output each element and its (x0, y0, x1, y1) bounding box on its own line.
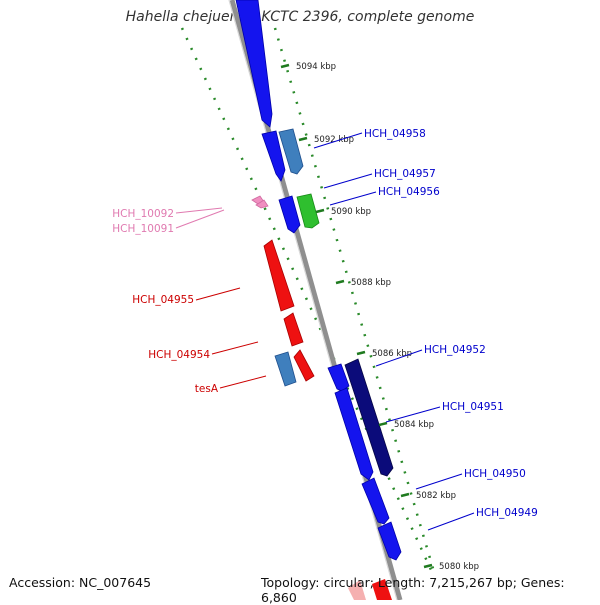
gene-hch04955[interactable] (263, 239, 295, 312)
label-hch04957[interactable]: HCH_04957 (374, 168, 436, 180)
outer-tick-ring (180, 27, 434, 573)
gene-hch10091[interactable] (255, 199, 269, 209)
kbp-tick (315, 208, 325, 214)
label-hch04951[interactable]: HCH_04951 (442, 401, 504, 413)
kbp-tick-label: 5086 kbp (372, 349, 412, 359)
leader-hch04957 (323, 173, 373, 189)
label-hch04955[interactable]: HCH_04955 (132, 294, 194, 306)
leader-tesa (219, 375, 267, 389)
kbp-tick-label: 5090 kbp (331, 207, 371, 217)
gene-red-small[interactable] (293, 349, 315, 382)
label-hch04952[interactable]: HCH_04952 (424, 344, 486, 356)
leader-hch04954 (211, 341, 259, 355)
gene-faded-bottom (348, 580, 366, 600)
gene-hch04951[interactable] (334, 387, 374, 481)
gene-hch04954[interactable] (283, 312, 304, 347)
leader-hch10091 (175, 209, 225, 229)
leader-hch04952 (375, 349, 423, 367)
label-hch04958[interactable]: HCH_04958 (364, 128, 426, 140)
inner-tick-ring (273, 27, 436, 573)
label-hch10091[interactable]: HCH_10091 (112, 223, 174, 235)
gene-green-feature[interactable] (296, 193, 320, 229)
backbone-highlight (228, 0, 398, 600)
gene-tesa[interactable] (274, 351, 297, 387)
kbp-tick-label: 5088 kbp (351, 278, 391, 288)
kbp-ticks: 5094 kbp 5092 kbp 5090 kbp 5088 kbp 5086 kbp… (280, 62, 479, 572)
leader-hch04951 (385, 406, 441, 423)
label-hch04956[interactable]: HCH_04956 (378, 186, 440, 198)
gene-hch04956[interactable] (278, 195, 301, 234)
kbp-tick (400, 492, 410, 498)
kbp-tick (335, 279, 345, 285)
leader-hch04950 (415, 473, 463, 490)
leader-hch04958 (313, 132, 363, 149)
topology-text: Topology: circular; Length: 7,215,267 bp… (261, 575, 565, 605)
label-hch04950[interactable]: HCH_04950 (464, 468, 526, 480)
gene-red-bottom (372, 579, 392, 600)
label-hch04949[interactable]: HCH_04949 (476, 507, 538, 519)
kbp-tick (423, 563, 433, 569)
leader-hch04956 (329, 191, 377, 206)
gene-hch04952[interactable] (344, 358, 394, 477)
label-hch10092[interactable]: HCH_10092 (112, 208, 174, 220)
kbp-tick-label: 5080 kbp (439, 562, 479, 572)
kbp-tick-label: 5094 kbp (296, 62, 336, 72)
kbp-tick (280, 63, 290, 69)
accession-text: Accession: NC_007645 (9, 575, 152, 590)
kbp-tick-label: 5082 kbp (416, 491, 456, 501)
leader-hch10092 (175, 207, 223, 214)
label-tesa[interactable]: tesA (195, 383, 219, 395)
kbp-tick-label: 5084 kbp (394, 420, 434, 430)
kbp-tick-label: 5092 kbp (314, 135, 354, 145)
kbp-tick (378, 421, 388, 427)
gene-forward-blue[interactable] (261, 130, 286, 182)
label-hch04954[interactable]: HCH_04954 (148, 349, 210, 361)
kbp-tick (298, 136, 308, 142)
kbp-tick (356, 350, 366, 356)
map-title: Hahella chejuensis KCTC 2396, complete g… (125, 9, 475, 25)
leader-hch04955 (195, 287, 241, 301)
gene-hch04950[interactable] (361, 477, 390, 525)
gene-forward-blue-top[interactable] (235, 0, 273, 128)
gene-hch04949[interactable] (377, 521, 402, 561)
gene-forward-steelblue[interactable] (278, 128, 304, 175)
leader-hch04949 (427, 512, 475, 531)
